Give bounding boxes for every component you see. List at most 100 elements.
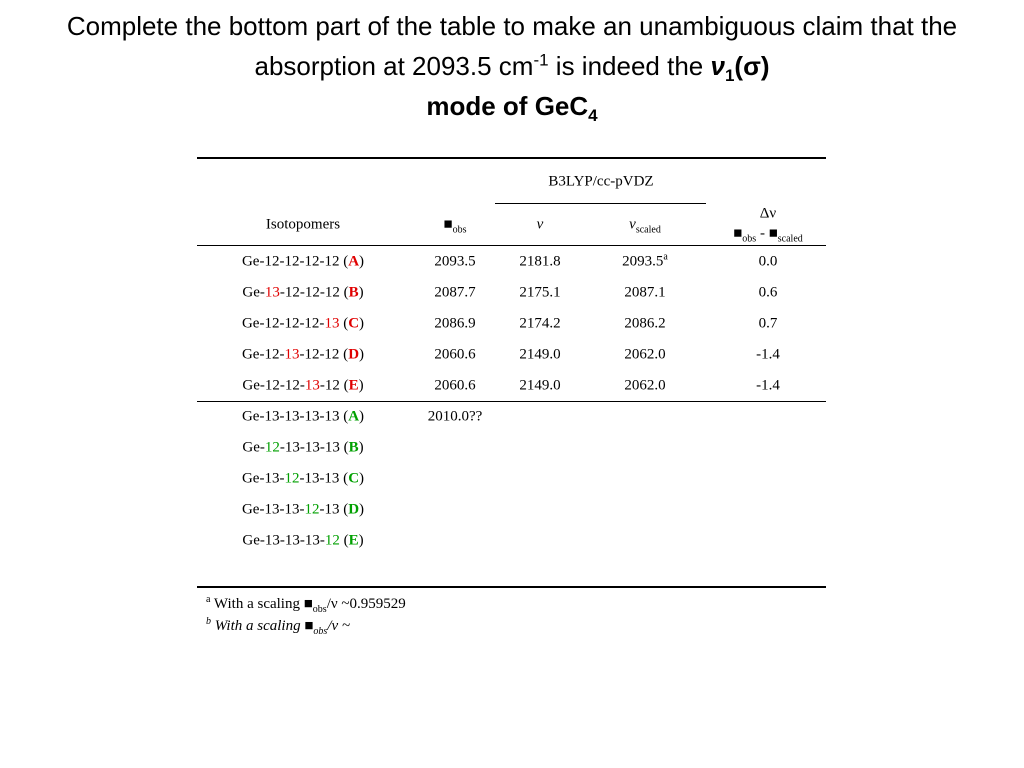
label-part: D (348, 346, 360, 363)
label-part: Ge- (242, 284, 265, 301)
label-part: Ge-12- (241, 346, 285, 363)
table-cell: -1.4 (756, 347, 780, 364)
cell-value: 2175.1 (519, 284, 561, 301)
header: νscaled (629, 216, 661, 236)
label-part: -13-13 ( (299, 470, 349, 487)
isotopomer-label: Ge-13-12-12-12 (B) (242, 285, 363, 302)
label-part: 13 (264, 284, 280, 301)
footnote: a With a scaling ■obs/ν ~0.959529 (206, 594, 406, 615)
label-part: ) (359, 408, 365, 425)
label-part: ) (358, 377, 364, 394)
cell-value: 2060.6 (434, 346, 476, 363)
label-part: -13-13-13 ( (279, 439, 349, 456)
cell-value: 2087.1 (624, 284, 666, 301)
cell-value: 2086.2 (624, 315, 666, 332)
label-part: -12-12 ( (299, 346, 349, 363)
label-part: 12 (264, 439, 280, 456)
table-cell: 2087.1 (624, 285, 665, 302)
label-part: Ge-12-12-12-12 ( (241, 253, 349, 270)
cell-value: 0.6 (758, 284, 778, 301)
label-part: 13 (284, 346, 300, 363)
table-cell: 2174.2 (519, 316, 560, 333)
table-rule (197, 245, 826, 246)
cell-value: 2093.5 (622, 253, 664, 270)
isotopomer-label: Ge-12-13-12-12 (D) (242, 347, 364, 364)
title: Complete the bottom part of the table to… (66, 11, 958, 126)
label-part: ( (339, 532, 349, 549)
table-cell: 0.0 (759, 254, 778, 271)
label-part: 12 (304, 501, 320, 518)
label-part: -12 ( (319, 377, 349, 394)
cell-value: 2086.9 (434, 315, 476, 332)
cell-value: 2093.5 (434, 253, 476, 270)
table-cell: 2181.8 (519, 254, 560, 271)
table-cell: 2086.2 (624, 316, 665, 333)
isotopomer-label: Ge-12-12-12-12 (A) (242, 254, 364, 271)
label-part: 12 (324, 532, 340, 549)
table-cell: 2086.9 (434, 316, 475, 333)
label-part: Ge-13-13-13-13 ( (241, 408, 349, 425)
cell-note: a (663, 251, 668, 263)
cell-value: -1.4 (756, 346, 780, 363)
cell-value: -1.4 (756, 377, 780, 394)
table-cell: 2062.0 (624, 347, 665, 364)
table-rule (197, 586, 826, 588)
cell-value: 2149.0 (519, 346, 561, 363)
label-part: -12-12-12 ( (279, 284, 349, 301)
label-part: E (348, 532, 359, 549)
label-part: ) (359, 346, 365, 363)
isotopomer-label: Ge-12-12-12-13 (C) (242, 316, 364, 333)
table-cell: 2060.6 (434, 347, 475, 364)
label-part: Ge-12-12- (242, 377, 305, 394)
label-part: ) (359, 501, 365, 518)
table-cell: 2093.5 (434, 254, 475, 271)
label-part: ) (358, 284, 364, 301)
label-part: Ge- (242, 439, 265, 456)
label-part: Ge-12-12-12- (241, 315, 325, 332)
header: ν (536, 216, 544, 233)
cell-value: 0.7 (758, 315, 778, 332)
header: Isotopomers (265, 216, 341, 233)
cell-value: 2087.7 (434, 284, 476, 301)
label-part: D (348, 501, 360, 518)
header: ■obs (443, 216, 467, 236)
isotopomer-label: Ge-13-13-12-13 (D) (242, 502, 364, 519)
label-part: C (348, 315, 360, 332)
table-cell: 2062.0 (624, 378, 665, 395)
table-cell: 2175.1 (519, 285, 560, 302)
table-cell: 2087.7 (434, 285, 475, 302)
cell-value: 2174.2 (519, 315, 561, 332)
label-part: B (348, 439, 359, 456)
label-part: 13 (304, 377, 320, 394)
isotopomer-label: Ge-12-13-13-13 (B) (242, 440, 363, 457)
table-cell: 2060.6 (434, 378, 475, 395)
method-header: B3LYP/cc-pVDZ (548, 173, 654, 190)
table-rule (495, 203, 706, 204)
label-part: E (348, 377, 359, 394)
cell-value: 2181.8 (519, 253, 561, 270)
label-part: Ge-13-13- (241, 501, 305, 518)
label-part: -13 ( (319, 501, 349, 518)
header: ■obs - ■scaled (733, 225, 803, 245)
label-part: 12 (284, 470, 300, 487)
cell-value: 2062.0 (624, 377, 666, 394)
isotopomer-label: Ge-13-12-13-13 (C) (242, 471, 364, 488)
table-cell: 2149.0 (519, 347, 560, 364)
table-rule (197, 401, 826, 402)
cell-value: 0.0 (758, 253, 778, 270)
isotopomer-label: Ge-12-12-13-12 (E) (242, 378, 363, 395)
cell-value: 2010.0?? (427, 408, 483, 425)
cell-value: 2062.0 (624, 346, 666, 363)
isotopomer-label: Ge-13-13-13-12 (E) (242, 533, 363, 550)
isotopomer-label: Ge-13-13-13-13 (A) (242, 409, 364, 426)
cell-value: 2149.0 (519, 377, 561, 394)
table-rule (197, 157, 826, 159)
label-part: ) (359, 315, 365, 332)
label-part: A (348, 408, 360, 425)
label-part: ) (358, 439, 364, 456)
table-cell: 2149.0 (519, 378, 560, 395)
cell-value: 2060.6 (434, 377, 476, 394)
header: Δν (759, 205, 777, 222)
table-cell: 2093.5a (622, 251, 668, 271)
